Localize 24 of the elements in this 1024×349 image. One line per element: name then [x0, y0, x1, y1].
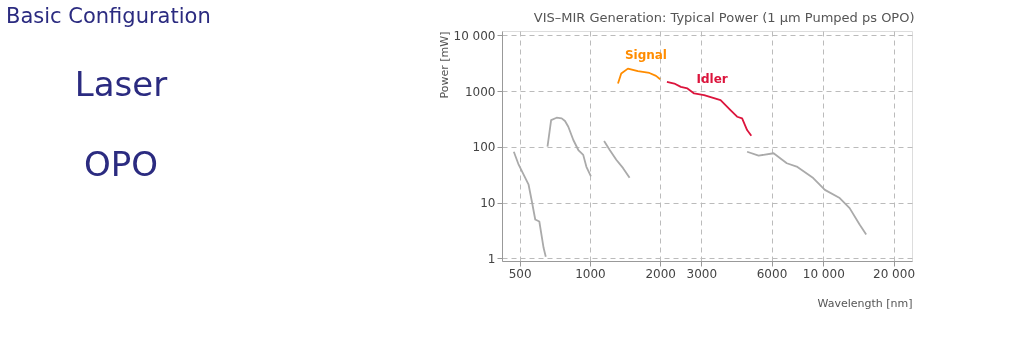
- line-series: [512, 150, 547, 258]
- y-tick-label: 1000: [464, 84, 496, 99]
- line-series: [617, 67, 662, 85]
- text: OPO: [83, 144, 159, 184]
- y-tick-label: 100: [472, 140, 496, 155]
- series-label: Idler: [696, 72, 728, 87]
- series-label: Signal: [624, 47, 667, 62]
- chart-title: VIS–MIR Generation: Typical Power (1 µm Pumped ps OPO): [533, 10, 915, 26]
- x-axis-title: Wavelength [nm]: [817, 296, 913, 310]
- y-tick-label: 1: [487, 251, 496, 266]
- text: Laser: [74, 64, 168, 104]
- y-tick-label: 10: [480, 196, 496, 211]
- x-tick-label: 10 000: [802, 266, 845, 281]
- x-tick-label: 6000: [756, 266, 788, 281]
- text: Basic Configuration: [6, 4, 211, 28]
- x-tick-label: 3000: [686, 266, 718, 281]
- x-tick-label: 20 000: [873, 266, 916, 281]
- x-tick-label: 2000: [645, 266, 676, 281]
- line-series: [546, 116, 592, 178]
- y-tick-label: 10 000: [453, 28, 496, 43]
- line-series: [603, 140, 631, 179]
- x-tick-label: 500: [508, 266, 532, 281]
- y-axis-title: Power [mW]: [437, 31, 451, 99]
- x-tick-label: 1000: [575, 266, 606, 281]
